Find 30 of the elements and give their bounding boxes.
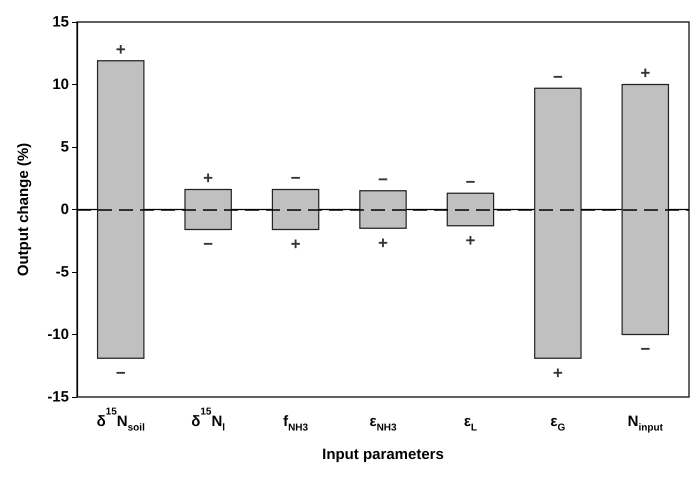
annotation: − (116, 363, 126, 382)
bar (184, 188, 232, 230)
annotation: + (640, 64, 650, 82)
annotation: + (378, 233, 388, 252)
bar (96, 60, 144, 359)
x-axis-title: Input parameters (322, 446, 444, 463)
y-tick-label: -15 (47, 388, 69, 406)
y-tick-label: 15 (52, 14, 69, 30)
y-tick-label: 5 (60, 138, 69, 156)
annotation: − (290, 168, 301, 188)
bar (359, 190, 407, 229)
annotation: + (116, 40, 126, 59)
bar (446, 192, 494, 226)
y-tick-label: 0 (60, 201, 69, 218)
y-tick-label: -10 (47, 326, 69, 343)
bar (622, 84, 670, 336)
annotation: + (290, 234, 301, 254)
annotation: + (465, 230, 476, 250)
annotation: − (640, 340, 650, 358)
annotation: − (465, 172, 476, 192)
y-tick-label: -5 (56, 264, 69, 280)
y-tick-label: 10 (52, 76, 69, 93)
y-axis-title: Output change (%) (15, 142, 32, 276)
annotation: + (203, 168, 214, 188)
annotation: + (552, 363, 563, 382)
bar (272, 188, 320, 230)
annotation: − (378, 170, 388, 189)
bar (534, 88, 582, 359)
annotation: − (552, 67, 563, 86)
annotation: − (203, 234, 214, 254)
